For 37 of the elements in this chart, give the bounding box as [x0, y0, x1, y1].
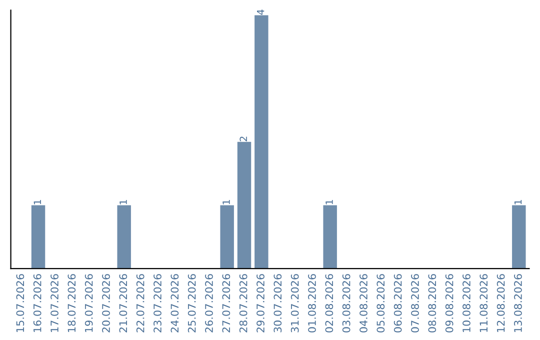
data-label: 1 [326, 200, 333, 204]
data-label: 1 [34, 200, 41, 204]
x-tick-label: 18.07.2026 [68, 274, 76, 332]
x-tick-label: 02.08.2026 [325, 274, 334, 332]
x-tick-label: 25.07.2026 [188, 274, 196, 332]
data-label: 1 [120, 200, 127, 204]
x-tick-label: 11.08.2026 [480, 274, 488, 332]
data-label: 1 [514, 200, 522, 204]
x-tick-label: 29.07.2026 [256, 274, 264, 332]
data-label: 2 [240, 136, 247, 142]
x-tick-label: 30.07.2026 [274, 274, 282, 332]
data-label: 1 [222, 200, 230, 204]
x-tick-label: 19.07.2026 [84, 274, 93, 332]
x-tick-label: 27.07.2026 [222, 274, 230, 332]
x-tick-label: 26.07.2026 [205, 274, 213, 332]
x-tick-label: 05.08.2026 [376, 274, 385, 332]
x-tick-label: 07.08.2026 [411, 274, 419, 332]
x-tick-label: 15.07.2026 [16, 274, 24, 332]
x-tick-label: 24.07.2026 [170, 274, 179, 332]
x-tick-label: 31.07.2026 [290, 274, 299, 332]
x-tick-label: 28.07.2026 [239, 274, 248, 332]
x-tick-label: 06.08.2026 [394, 274, 402, 332]
x-tick-label: 16.07.2026 [33, 274, 42, 332]
x-tick-label: 17.07.2026 [50, 274, 58, 332]
x-tick-label: 08.08.2026 [428, 274, 436, 332]
x-tick-label: 13.08.2026 [514, 274, 522, 332]
x-tick-label: 03.08.2026 [342, 274, 350, 332]
x-tick-label: 04.08.2026 [360, 274, 368, 332]
x-tick-label: 21.07.2026 [119, 274, 128, 332]
x-tick-label: 23.07.2026 [154, 274, 162, 332]
x-tick-label: 09.08.2026 [445, 274, 454, 332]
data-label: 4 [257, 10, 264, 15]
x-tick-label: 22.07.2026 [136, 274, 144, 332]
x-tick-label: 12.08.2026 [496, 274, 505, 332]
x-tick-label: 20.07.2026 [102, 274, 110, 332]
x-tick-label: 10.08.2026 [462, 274, 470, 332]
x-tick-label: 01.08.2026 [308, 274, 316, 332]
